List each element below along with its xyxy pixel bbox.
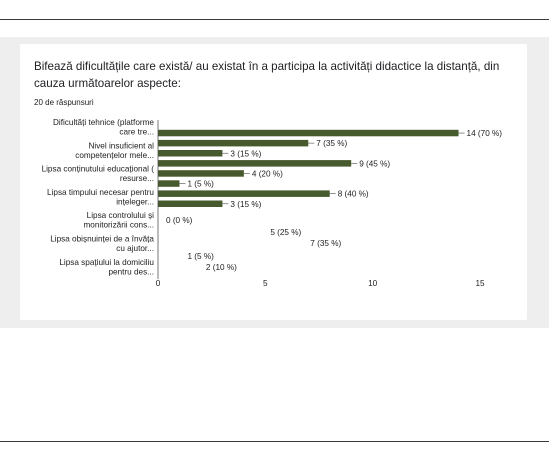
category-label: care tre... <box>119 128 154 137</box>
bar-value-label: 7 (35 %) <box>316 139 347 148</box>
top-divider <box>0 19 549 20</box>
bar-value-label: 14 (70 %) <box>467 129 503 138</box>
category-label: Dificultăți tehnice (platforme <box>53 118 154 127</box>
category-label: monitorizării cons... <box>83 221 154 230</box>
response-count: 20 de răspunsuri <box>34 98 94 107</box>
bar <box>158 129 459 137</box>
category-label: resurse... <box>120 174 154 183</box>
bottom-divider <box>0 441 549 442</box>
category-label: competențelor mele... <box>75 151 154 160</box>
question-card: Bifează dificultățile care există/ au ex… <box>20 44 527 320</box>
value-label: 2 (10 %) <box>206 263 237 272</box>
bar <box>158 180 180 187</box>
category-label: ințeleger... <box>116 197 154 206</box>
bar <box>158 190 330 197</box>
bar-value-label: 1 (5 %) <box>187 180 214 189</box>
bar-value-label: 4 (20 %) <box>252 169 283 178</box>
bar <box>158 170 244 177</box>
bar <box>158 150 223 157</box>
x-tick-label: 5 <box>263 279 268 288</box>
bar-value-label: 8 (40 %) <box>338 190 369 199</box>
value-label: 5 (25 %) <box>270 228 301 237</box>
question-title: Bifează dificultățile care există/ au ex… <box>34 60 500 90</box>
bar <box>158 160 352 167</box>
category-label: Lipsa spațiului la domiciliu <box>59 258 154 267</box>
bar <box>158 139 309 147</box>
category-label: Lipsa obișnuinței de a învăța <box>50 235 154 244</box>
category-label: Lipsa controlului și <box>87 211 155 220</box>
x-tick-label: 0 <box>156 279 161 288</box>
bar-value-label: 3 (15 %) <box>230 200 261 209</box>
x-tick-label: 15 <box>475 279 485 288</box>
value-label: 7 (35 %) <box>310 239 341 248</box>
category-label: Lipsa conținutului educațional ( <box>42 165 155 174</box>
bar-value-label: 3 (15 %) <box>230 149 261 158</box>
bar-value-label: 9 (45 %) <box>359 159 390 168</box>
category-label: cu ajutor... <box>116 244 154 253</box>
bar <box>158 200 223 207</box>
category-label: Lipsa timpului necesar pentru <box>47 188 154 197</box>
value-label: 1 (5 %) <box>187 252 214 261</box>
category-label: pentru des... <box>108 267 154 276</box>
category-label: Nivel insuficient al <box>88 141 154 150</box>
value-label: 0 (0 %) <box>166 216 193 225</box>
x-tick-label: 10 <box>368 279 378 288</box>
